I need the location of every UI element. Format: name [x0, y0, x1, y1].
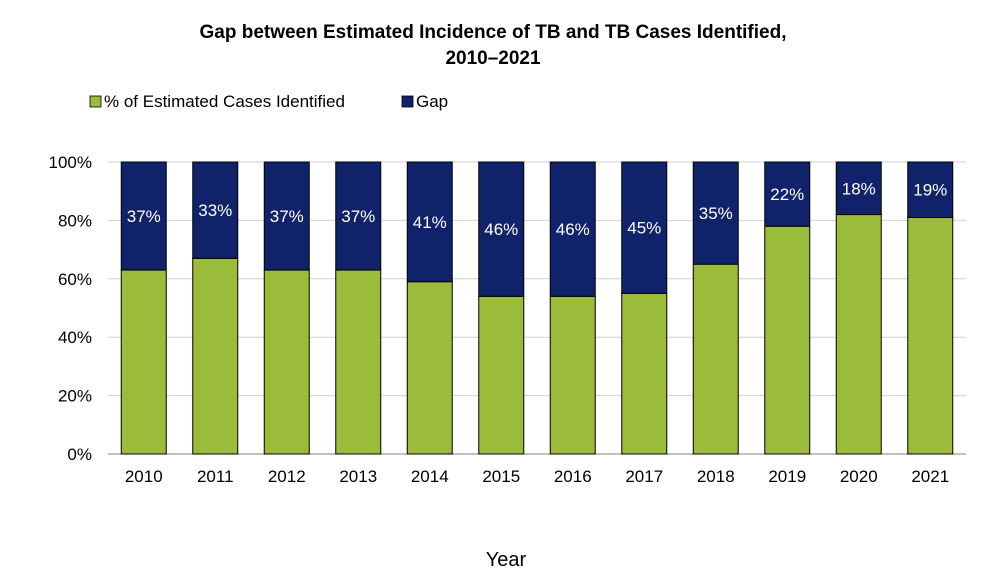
bar-gap-2020 — [835, 161, 882, 216]
x-tick-label: 2013 — [339, 467, 377, 486]
y-axis-ticks: 0% 20% 40% 60% 80% 100% — [49, 153, 92, 464]
bar-identified-2010 — [120, 269, 167, 455]
y-tick-label: 40% — [58, 328, 92, 347]
bar-identified-2011 — [192, 257, 239, 455]
bar-gap-2017 — [621, 161, 668, 294]
bar-gap-2011 — [192, 161, 239, 259]
x-tick-label: 2018 — [697, 467, 735, 486]
bar-gap-2016 — [549, 161, 596, 297]
x-tick-label: 2015 — [482, 467, 520, 486]
legend-label-identified: % of Estimated Cases Identified — [104, 92, 345, 111]
bars — [120, 161, 954, 455]
data-label-gap-2015: 46% — [484, 220, 518, 239]
data-label-gap-2014: 41% — [413, 213, 447, 232]
data-label-gap-2013: 37% — [341, 207, 375, 226]
legend-swatch-gap — [401, 95, 414, 108]
bar-gap-2019 — [764, 161, 811, 227]
x-tick-label: 2014 — [411, 467, 449, 486]
x-tick-label: 2012 — [268, 467, 306, 486]
bar-identified-2018 — [692, 263, 739, 455]
data-label-gap-2011: 33% — [198, 201, 232, 220]
data-label-gap-2019: 22% — [770, 185, 804, 204]
bar-gap-2015 — [478, 161, 525, 297]
bar-identified-2015 — [478, 295, 525, 455]
bar-identified-2020 — [835, 214, 882, 455]
bar-identified-2017 — [621, 292, 668, 455]
bar-identified-2016 — [549, 295, 596, 455]
x-tick-label: 2021 — [911, 467, 949, 486]
gridlines — [108, 161, 966, 455]
x-tick-label: 2010 — [125, 467, 163, 486]
chart-title-line-2: 2010–2021 — [445, 48, 541, 69]
y-tick-label: 100% — [49, 153, 92, 172]
y-tick-label: 80% — [58, 211, 92, 230]
data-label-gap-2020: 18% — [842, 179, 876, 198]
data-labels: 37% 33% 37% 37% 41% 46% 46% 45% 35% 22% 18% 19% — [127, 179, 948, 239]
x-tick-label: 2020 — [840, 467, 878, 486]
bar-gap-2012 — [263, 161, 310, 271]
bar-gap-2021 — [907, 161, 954, 218]
data-label-gap-2016: 46% — [556, 220, 590, 239]
y-tick-label: 20% — [58, 387, 92, 406]
x-tick-label: 2011 — [197, 467, 234, 486]
legend-label-gap: Gap — [416, 92, 448, 111]
chart-title-line-1: Gap between Estimated Incidence of TB an… — [199, 22, 786, 43]
bar-identified-2021 — [907, 216, 954, 455]
x-axis-ticks: 2010 2011 2012 2013 2014 2015 2016 2017 2018 2019… — [125, 467, 949, 486]
bar-gap-2014 — [406, 161, 453, 283]
x-axis-label: Year — [486, 549, 527, 571]
data-label-gap-2012: 37% — [270, 207, 304, 226]
legend-swatch-identified — [89, 95, 102, 108]
x-tick-label: 2016 — [554, 467, 592, 486]
bar-gap-2013 — [335, 161, 382, 271]
data-label-gap-2021: 19% — [913, 181, 947, 200]
bar-identified-2013 — [335, 269, 382, 455]
data-label-gap-2017: 45% — [627, 219, 661, 238]
legend: % of Estimated Cases Identified Gap — [89, 92, 448, 111]
bar-gap-2010 — [120, 161, 167, 271]
bar-identified-2012 — [263, 269, 310, 455]
data-label-gap-2018: 35% — [699, 204, 733, 223]
x-tick-label: 2017 — [625, 467, 663, 486]
y-tick-label: 60% — [58, 270, 92, 289]
x-tick-label: 2019 — [768, 467, 806, 486]
bar-gap-2018 — [692, 161, 739, 265]
y-tick-label: 0% — [67, 445, 92, 464]
data-label-gap-2010: 37% — [127, 207, 161, 226]
bar-identified-2014 — [406, 281, 453, 455]
bar-identified-2019 — [764, 225, 811, 455]
